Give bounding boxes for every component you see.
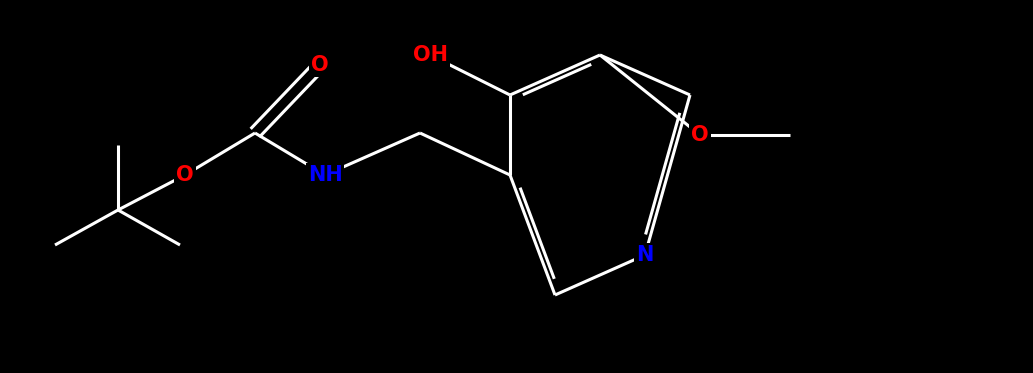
Text: N: N — [636, 245, 654, 265]
Text: O: O — [177, 165, 194, 185]
Text: OH: OH — [412, 45, 447, 65]
Text: O: O — [311, 55, 328, 75]
Text: NH: NH — [308, 165, 342, 185]
Text: O: O — [691, 125, 709, 145]
